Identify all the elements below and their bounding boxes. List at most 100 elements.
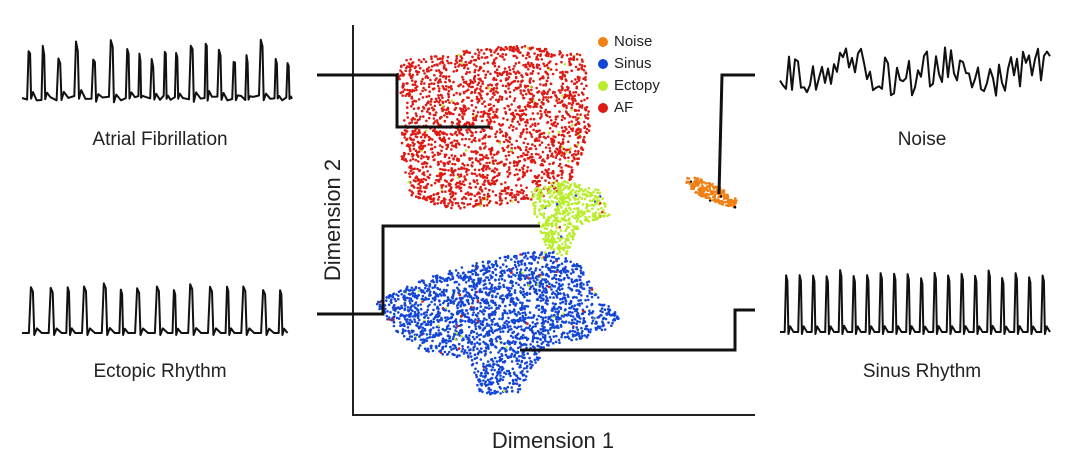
point [560, 173, 564, 176]
point [536, 112, 540, 115]
point [417, 290, 421, 293]
point [570, 108, 573, 112]
point [437, 96, 441, 100]
point [484, 349, 488, 353]
point [558, 183, 562, 186]
point [592, 204, 596, 207]
point [461, 311, 465, 315]
point [433, 128, 436, 131]
point [494, 135, 498, 139]
point [582, 69, 586, 72]
point [550, 314, 553, 317]
point [601, 197, 604, 200]
point [593, 195, 596, 198]
point [477, 91, 481, 95]
point [500, 277, 504, 281]
point [421, 96, 425, 99]
point [489, 89, 493, 93]
point [522, 195, 526, 198]
point [461, 162, 465, 165]
point [516, 346, 520, 350]
point [515, 296, 518, 300]
point [479, 358, 483, 361]
point [605, 312, 608, 315]
point [443, 88, 446, 91]
point [568, 211, 571, 215]
point [568, 321, 571, 324]
point [602, 316, 606, 320]
point [527, 52, 530, 55]
point [459, 173, 463, 176]
point [413, 83, 417, 87]
point [467, 96, 470, 100]
point [458, 120, 462, 124]
point [543, 64, 546, 68]
point [393, 315, 396, 318]
point [530, 262, 533, 266]
point [414, 176, 417, 180]
point [550, 288, 553, 291]
point [412, 147, 416, 151]
point [527, 68, 530, 71]
point [432, 333, 435, 337]
point [540, 194, 544, 197]
point [406, 111, 409, 115]
point [490, 329, 493, 333]
point [556, 236, 560, 240]
point [432, 326, 435, 330]
point [572, 321, 576, 325]
point [412, 185, 415, 188]
point [479, 175, 483, 178]
point [440, 171, 443, 175]
point [547, 201, 551, 205]
point [600, 214, 603, 218]
point [601, 310, 604, 314]
point [440, 316, 443, 320]
point [535, 86, 538, 90]
point [430, 143, 433, 146]
point [457, 342, 461, 346]
point [489, 326, 493, 329]
point [532, 192, 536, 196]
point [546, 73, 550, 76]
point [572, 307, 576, 311]
point [554, 216, 557, 220]
point [545, 63, 549, 67]
point [571, 268, 574, 271]
point [545, 290, 549, 294]
point [548, 127, 552, 130]
point [462, 180, 465, 183]
point [411, 157, 415, 161]
point [482, 335, 486, 338]
point [461, 115, 464, 118]
point [400, 71, 404, 74]
point [526, 157, 530, 160]
point [576, 192, 579, 196]
point [404, 171, 407, 174]
point [520, 132, 524, 136]
point [435, 278, 439, 282]
point [531, 155, 534, 159]
point [534, 124, 537, 128]
point [557, 257, 560, 260]
point [502, 117, 505, 120]
point [444, 100, 448, 103]
point [528, 64, 532, 67]
point [563, 153, 566, 156]
point [493, 153, 496, 157]
point [586, 190, 589, 193]
point [395, 293, 398, 296]
point [565, 53, 569, 57]
point [472, 109, 476, 113]
point [539, 331, 543, 335]
point [538, 295, 541, 299]
point [544, 265, 548, 268]
point [495, 328, 499, 332]
point [466, 131, 469, 134]
point [519, 83, 522, 86]
point [489, 118, 492, 121]
point [534, 352, 538, 356]
point [424, 283, 427, 287]
point [536, 261, 540, 264]
point [571, 315, 575, 318]
